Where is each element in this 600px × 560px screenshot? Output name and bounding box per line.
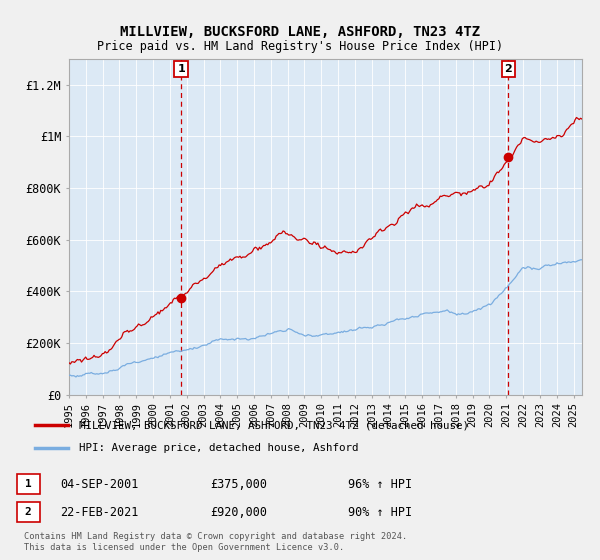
- Text: 90% ↑ HPI: 90% ↑ HPI: [348, 506, 412, 519]
- Text: £375,000: £375,000: [210, 478, 267, 491]
- Text: 1: 1: [25, 479, 32, 489]
- Text: 2: 2: [505, 64, 512, 74]
- Text: Price paid vs. HM Land Registry's House Price Index (HPI): Price paid vs. HM Land Registry's House …: [97, 40, 503, 53]
- Text: Contains HM Land Registry data © Crown copyright and database right 2024.: Contains HM Land Registry data © Crown c…: [24, 532, 407, 541]
- Text: 22-FEB-2021: 22-FEB-2021: [60, 506, 139, 519]
- Text: 04-SEP-2001: 04-SEP-2001: [60, 478, 139, 491]
- Text: MILLVIEW, BUCKSFORD LANE, ASHFORD, TN23 4TZ: MILLVIEW, BUCKSFORD LANE, ASHFORD, TN23 …: [120, 25, 480, 39]
- Text: 96% ↑ HPI: 96% ↑ HPI: [348, 478, 412, 491]
- Text: This data is licensed under the Open Government Licence v3.0.: This data is licensed under the Open Gov…: [24, 543, 344, 552]
- Text: MILLVIEW, BUCKSFORD LANE, ASHFORD, TN23 4TZ (detached house): MILLVIEW, BUCKSFORD LANE, ASHFORD, TN23 …: [79, 420, 469, 430]
- Text: 2: 2: [25, 507, 32, 517]
- Text: £920,000: £920,000: [210, 506, 267, 519]
- Text: 1: 1: [178, 64, 185, 74]
- Text: HPI: Average price, detached house, Ashford: HPI: Average price, detached house, Ashf…: [79, 444, 359, 454]
